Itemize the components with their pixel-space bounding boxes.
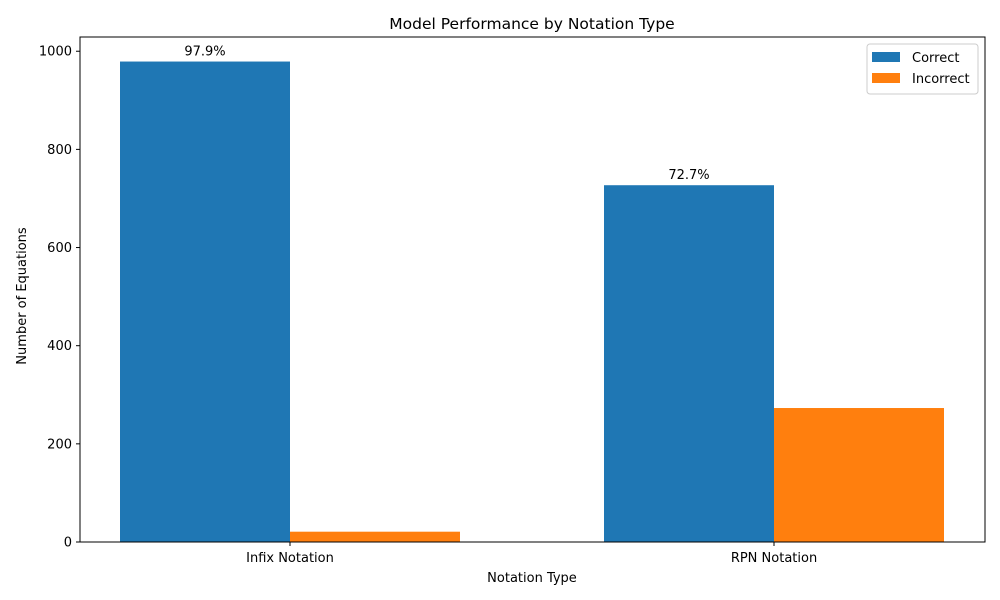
y-tick-label: 200 <box>47 437 72 452</box>
y-axis-label: Number of Equations <box>15 227 30 365</box>
chart-title: Model Performance by Notation Type <box>389 15 674 33</box>
bar-incorrect-2 <box>774 408 944 542</box>
bar-correct-1 <box>120 61 290 542</box>
y-tick-label: 400 <box>47 339 72 354</box>
y-tick-label: 1000 <box>39 45 72 60</box>
plot-frame <box>79 36 986 543</box>
legend-swatch-correct <box>872 52 900 62</box>
data-label: 97.9% <box>184 45 225 60</box>
x-axis-label: Notation Type <box>487 571 577 586</box>
y-tick-label: 600 <box>47 241 72 256</box>
x-tick-label: RPN Notation <box>731 551 817 566</box>
x-tick-label: Infix Notation <box>246 551 334 566</box>
legend: Correct Incorrect <box>866 43 979 95</box>
bar-correct-2 <box>604 185 774 542</box>
legend-swatch-incorrect <box>872 73 900 83</box>
data-label: 72.7% <box>668 168 709 183</box>
bar-incorrect-1 <box>290 531 460 542</box>
y-tick-label: 0 <box>64 536 72 551</box>
legend-label-correct: Correct <box>912 51 959 66</box>
y-tick-label: 800 <box>47 143 72 158</box>
legend-label-incorrect: Incorrect <box>912 72 970 87</box>
plot-area: 97.9% 72.7% 0 200 400 600 800 1000 Infix Notatio… <box>39 36 986 566</box>
